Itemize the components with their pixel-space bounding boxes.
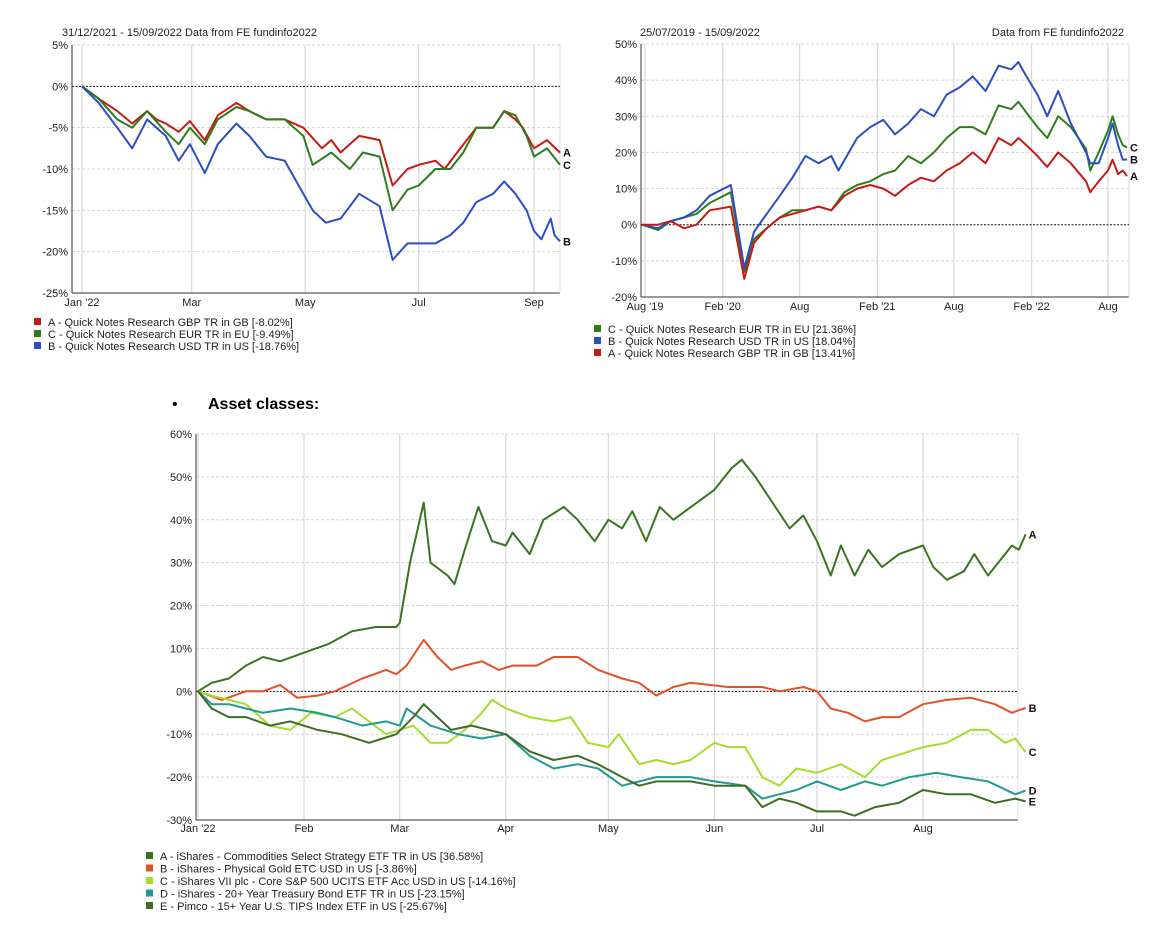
- legend-swatch: [34, 318, 41, 325]
- legend-entry: A - Quick Notes Research GBP TR in GB [-…: [48, 317, 293, 329]
- legend-swatch: [146, 852, 153, 859]
- legend-swatch: [34, 330, 41, 337]
- series-end-label: B: [1130, 155, 1138, 167]
- x-tick-label: Aug: [913, 823, 933, 835]
- series-end-label: A: [1130, 171, 1138, 183]
- legend-entry: C - Quick Notes Research EUR TR in EU [2…: [608, 324, 856, 336]
- series-line-a: [197, 458, 1027, 693]
- y-tick-label: -10%: [42, 164, 68, 176]
- x-tick-label: Aug '19: [627, 301, 664, 313]
- y-tick-label: 0%: [52, 81, 68, 93]
- legend-entry: A - iShares - Commodities Select Strateg…: [160, 851, 483, 863]
- x-tick-label: Jun: [706, 823, 724, 835]
- series-line-a: [81, 85, 561, 187]
- legend-swatch: [594, 349, 601, 356]
- series-line-c: [641, 100, 1128, 273]
- legend-entry: C - iShares VII plc - Core S&P 500 UCITS…: [160, 876, 516, 888]
- y-tick-label: -30%: [166, 815, 192, 827]
- legend-entry: C - Quick Notes Research EUR TR in EU [-…: [48, 329, 294, 341]
- legend-swatch: [146, 902, 153, 909]
- y-tick-label: 20%: [170, 601, 192, 613]
- y-tick-label: 10%: [170, 643, 192, 655]
- chart-header-date-range: 31/12/2021 - 15/09/2022 Data from FE fun…: [62, 27, 317, 39]
- y-tick-label: 40%: [170, 515, 192, 527]
- chart-header-date-range: 25/07/2019 - 15/09/2022: [640, 27, 760, 39]
- chart-asset-classes: 60% 50% 40% 30% 20% 10% 0% -10% -20% -30%Jan '22 F…: [146, 429, 1037, 913]
- x-tick-label: Feb '21: [859, 301, 895, 313]
- legend-swatch: [146, 864, 153, 872]
- legend-entry: B - Quick Notes Research USD TR in US [1…: [608, 336, 855, 348]
- y-tick-label: -5%: [48, 123, 68, 135]
- x-tick-label: Sep: [524, 297, 544, 309]
- x-tick-label: Feb: [295, 823, 314, 835]
- y-tick-label: -25%: [42, 288, 68, 300]
- series-end-label: B: [563, 236, 571, 248]
- y-tick-label: -15%: [42, 205, 68, 217]
- y-tick-label: 50%: [170, 472, 192, 484]
- series-line-c: [197, 690, 1027, 787]
- y-tick-label: -10%: [166, 729, 192, 741]
- series-line-d: [197, 690, 1026, 800]
- legend-swatch: [34, 342, 41, 349]
- x-tick-label: Aug: [790, 301, 810, 313]
- x-tick-label: Mar: [182, 297, 201, 309]
- y-tick-label: -20%: [42, 247, 68, 259]
- chart-quick-notes-since-launch: 50% 40% 30% 20% 10% 0% -10% -20%Aug '19 Feb '20 A…: [594, 27, 1138, 360]
- legend-swatch: [146, 889, 153, 897]
- series-end-label: C: [563, 160, 571, 172]
- series-line-c: [81, 85, 561, 212]
- series-end-label: A: [563, 148, 571, 160]
- series-end-label: C: [1130, 143, 1138, 155]
- series-end-label: B: [1029, 703, 1037, 715]
- y-tick-label: 50%: [615, 39, 637, 51]
- y-tick-label: -20%: [611, 292, 637, 304]
- x-tick-label: May: [295, 297, 316, 309]
- y-tick-label: 0%: [176, 686, 192, 698]
- series-line-e: [197, 690, 1026, 817]
- series-end-label: E: [1029, 796, 1036, 808]
- y-tick-label: 20%: [615, 147, 637, 159]
- x-tick-label: Feb '20: [705, 301, 741, 313]
- legend-entry: A - Quick Notes Research GBP TR in GB [1…: [608, 348, 855, 360]
- series-end-label: C: [1029, 747, 1037, 759]
- section-heading: Asset classes:: [208, 396, 320, 413]
- legend-entry: E - Pimco - 15+ Year U.S. TIPS Index ETF…: [160, 901, 447, 913]
- series-end-label: D: [1029, 786, 1037, 798]
- legend-swatch: [146, 877, 153, 884]
- y-tick-label: 5%: [52, 40, 68, 52]
- x-tick-label: Aug: [944, 301, 964, 313]
- legend-entry: B - iShares - Physical Gold ETC USD in U…: [160, 864, 417, 876]
- x-tick-label: Jan '22: [64, 297, 99, 309]
- bullet-icon: •: [172, 396, 178, 413]
- y-tick-label: 30%: [615, 111, 637, 123]
- series-line-a: [642, 137, 1128, 280]
- series-line-b: [641, 61, 1128, 270]
- x-tick-label: Jul: [810, 823, 824, 835]
- y-tick-label: 10%: [615, 184, 637, 196]
- y-tick-label: 40%: [615, 75, 637, 87]
- y-tick-label: 30%: [170, 558, 192, 570]
- y-tick-label: -10%: [611, 256, 637, 268]
- y-tick-label: 60%: [170, 429, 192, 441]
- series-line-b: [81, 85, 561, 261]
- legend-entry: D - iShares - 20+ Year Treasury Bond ETF…: [160, 889, 465, 901]
- x-tick-label: Apr: [497, 823, 514, 835]
- x-tick-label: Feb '22: [1013, 301, 1049, 313]
- chart-header-source: Data from FE fundinfo2022: [992, 27, 1124, 39]
- y-tick-label: 0%: [621, 220, 637, 232]
- chart-quick-notes-ytd: 5% 0% -5% -10% -15% -20% -25%Jan '22 Mar May Jul S…: [34, 27, 571, 353]
- y-tick-label: -20%: [166, 772, 192, 784]
- x-tick-label: Aug: [1098, 301, 1118, 313]
- x-tick-label: May: [598, 823, 619, 835]
- legend-entry: B - Quick Notes Research USD TR in US [-…: [48, 341, 299, 353]
- series-end-label: A: [1029, 529, 1037, 541]
- legend-swatch: [594, 337, 601, 344]
- legend-swatch: [594, 325, 601, 332]
- x-tick-label: Jan '22: [180, 823, 215, 835]
- series-line-b: [197, 638, 1026, 723]
- x-tick-label: Jul: [412, 297, 426, 309]
- x-tick-label: Mar: [390, 823, 409, 835]
